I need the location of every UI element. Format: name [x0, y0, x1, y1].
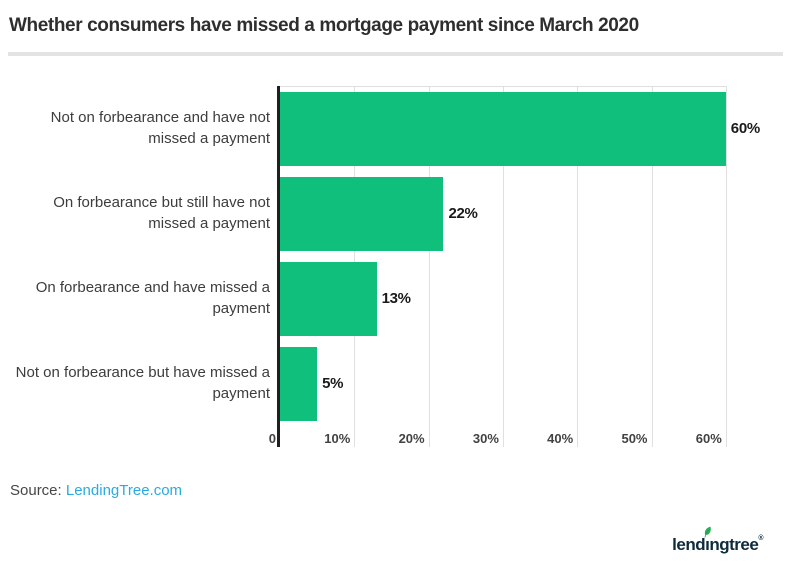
gridline [502, 86, 504, 447]
chart-title: Whether consumers have missed a mortgage… [9, 15, 639, 36]
source-line: Source: LendingTree.com [10, 482, 182, 499]
bar-value-label: 13% [381, 290, 411, 307]
title-divider [8, 52, 783, 56]
x-tick-label: 30% [472, 431, 499, 446]
bar-value-label: 5% [322, 375, 344, 392]
x-tick-label: 20% [398, 431, 425, 446]
bar [280, 91, 726, 166]
plot-area: 60% 22% 13% 5% 0 10% 20% 30% 40% 50% 60% [269, 86, 785, 447]
bar-value-label: 22% [448, 205, 478, 222]
category-label: On forbearance but still have not missed… [53, 194, 270, 232]
x-tick-label: 60% [695, 431, 722, 446]
lendingtree-logo: lend ıngtree® [672, 526, 763, 555]
bar-row: 60% [280, 86, 785, 171]
x-tick-label: 40% [547, 431, 574, 446]
bars: 60% 22% 13% 5% [280, 86, 785, 426]
registered-mark: ® [758, 535, 763, 542]
x-tick-label: 0 [268, 431, 276, 446]
logo-part-before: lend [672, 535, 706, 554]
bar [280, 346, 318, 421]
category-labels: Not on forbearance and have not missed a… [8, 86, 270, 426]
x-tick-label: 50% [621, 431, 648, 446]
logo-letter-i: ı [704, 526, 711, 555]
bar-row: 5% [280, 341, 785, 426]
category-label: Not on forbearance but have missed a pay… [15, 364, 270, 402]
bar-value-label: 60% [730, 120, 760, 137]
gridline [577, 86, 579, 447]
gridline [651, 86, 653, 447]
logo-part-after: ngtree [709, 535, 759, 554]
source-link[interactable]: LendingTree.com [65, 482, 183, 499]
gridline [725, 86, 727, 447]
gridline [428, 86, 430, 447]
bar-row: 13% [280, 256, 785, 341]
y-axis-line [277, 86, 280, 447]
category-label: Not on forbearance and have not missed a… [50, 109, 270, 147]
leaf-icon [704, 526, 711, 538]
category-label: On forbearance and have missed a payment [35, 279, 270, 317]
x-tick-label: 10% [324, 431, 351, 446]
bar [280, 176, 444, 251]
source-prefix: Source: [10, 482, 66, 499]
bar [280, 261, 377, 336]
bar-row: 22% [280, 171, 785, 256]
